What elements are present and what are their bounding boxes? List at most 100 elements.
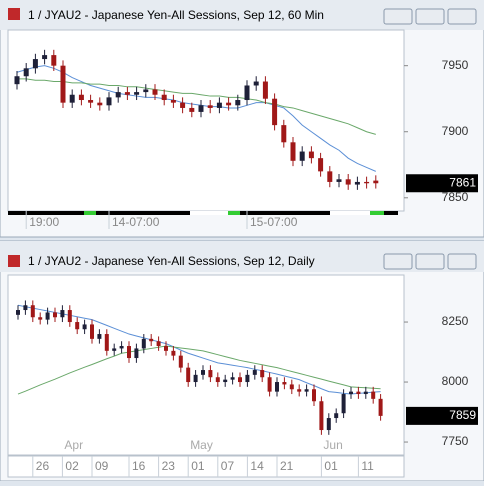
candle-body xyxy=(198,105,204,112)
x-tick-label: 16 xyxy=(132,459,146,473)
candle-body xyxy=(312,389,316,402)
candle-body xyxy=(373,180,379,184)
candle-body xyxy=(272,98,278,126)
candle-body xyxy=(336,179,342,182)
candle-body xyxy=(282,382,287,385)
session-strip xyxy=(190,211,228,215)
app-icon xyxy=(8,255,20,267)
candle-body xyxy=(97,102,103,106)
y-tick-label: 7750 xyxy=(442,434,469,448)
candle-body xyxy=(152,89,158,95)
candle-body xyxy=(318,158,324,172)
y-tick-label: 8000 xyxy=(442,374,469,388)
window-title: 1 / JYAU2 - Japanese Yen-All Sessions, S… xyxy=(28,254,315,268)
candle-body xyxy=(32,59,38,69)
candle-body xyxy=(30,305,35,318)
candle-body xyxy=(207,105,213,108)
minimize-button[interactable] xyxy=(383,253,413,270)
month-label: Apr xyxy=(64,438,83,452)
candle-body xyxy=(42,55,48,60)
candle-body xyxy=(289,384,294,390)
x-tick-label: 11 xyxy=(361,459,374,473)
candle-body xyxy=(178,355,183,368)
y-tick-label: 7950 xyxy=(442,58,469,72)
candle-body xyxy=(319,401,324,431)
x-tick-label: 01 xyxy=(191,459,205,473)
x-tick-label: 14 xyxy=(250,459,264,473)
candle-body xyxy=(53,312,57,318)
candle-body xyxy=(156,341,161,347)
candle-body xyxy=(23,68,29,77)
candle-body xyxy=(215,377,220,383)
candle-body xyxy=(238,377,242,383)
candle-body xyxy=(334,413,339,419)
x-tick-label: 14-07:00 xyxy=(112,215,160,229)
candle-body xyxy=(164,346,168,351)
candle-body xyxy=(14,76,20,85)
candle-body xyxy=(112,348,117,351)
candle-body xyxy=(60,65,66,103)
candle-body xyxy=(275,382,279,392)
moving-average xyxy=(17,345,381,395)
candle-body xyxy=(226,102,232,106)
candle-body xyxy=(326,418,331,431)
x-tick-label: 26 xyxy=(36,459,50,473)
candle-body xyxy=(180,102,186,108)
candle-body xyxy=(345,179,351,185)
x-tick-label: 23 xyxy=(162,459,176,473)
moving-average xyxy=(17,78,376,135)
candle-body xyxy=(134,92,140,95)
last-price-box xyxy=(406,406,478,425)
candle-body xyxy=(290,142,296,161)
candle-body xyxy=(69,94,75,103)
candle-body xyxy=(252,370,257,375)
session-strip xyxy=(228,211,240,215)
candle-body xyxy=(262,81,268,99)
last-price-label: 7861 xyxy=(449,175,476,189)
candle-body xyxy=(104,334,109,351)
window-title: 1 / JYAU2 - Japanese Yen-All Sessions, S… xyxy=(28,8,324,22)
session-strip xyxy=(370,211,384,215)
candle-body xyxy=(124,92,130,95)
x-tick-label: 07 xyxy=(221,459,235,473)
candle-body xyxy=(308,151,314,159)
last-price-label: 7859 xyxy=(449,408,476,422)
candle-body xyxy=(244,85,250,101)
session-strip xyxy=(330,211,370,215)
y-tick-label: 7900 xyxy=(442,124,469,138)
candle-body xyxy=(281,125,287,143)
app-icon xyxy=(8,8,20,20)
y-tick-label: 7850 xyxy=(442,190,469,204)
candle-body xyxy=(371,391,376,399)
maximize-button[interactable] xyxy=(415,253,445,270)
candle-body xyxy=(364,181,370,184)
minimize-button[interactable] xyxy=(383,8,413,25)
moving-average xyxy=(17,304,381,395)
plot-area xyxy=(7,274,405,456)
candle-body xyxy=(171,350,176,356)
candle-body xyxy=(186,367,191,383)
candle-body xyxy=(201,370,205,375)
candle-body xyxy=(170,100,176,103)
candle-body xyxy=(260,370,265,378)
candle-body xyxy=(216,102,222,108)
candle-body xyxy=(341,394,346,414)
maximize-button[interactable] xyxy=(415,8,445,25)
x-tick-label: 19:00 xyxy=(29,215,59,229)
candle-body xyxy=(23,305,28,311)
close-button[interactable] xyxy=(447,8,477,25)
candle-body xyxy=(223,379,228,383)
candle-body xyxy=(304,389,309,392)
month-label: Jun xyxy=(323,438,342,452)
candle-body xyxy=(143,89,149,93)
time-axis xyxy=(7,455,405,478)
candle-body xyxy=(349,391,353,395)
candle-body xyxy=(363,391,368,395)
candle-body xyxy=(297,389,302,392)
x-tick-label: 21 xyxy=(280,459,294,473)
candle-body xyxy=(115,92,121,98)
x-tick-label: 15-07:00 xyxy=(250,215,298,229)
close-button[interactable] xyxy=(447,253,477,270)
